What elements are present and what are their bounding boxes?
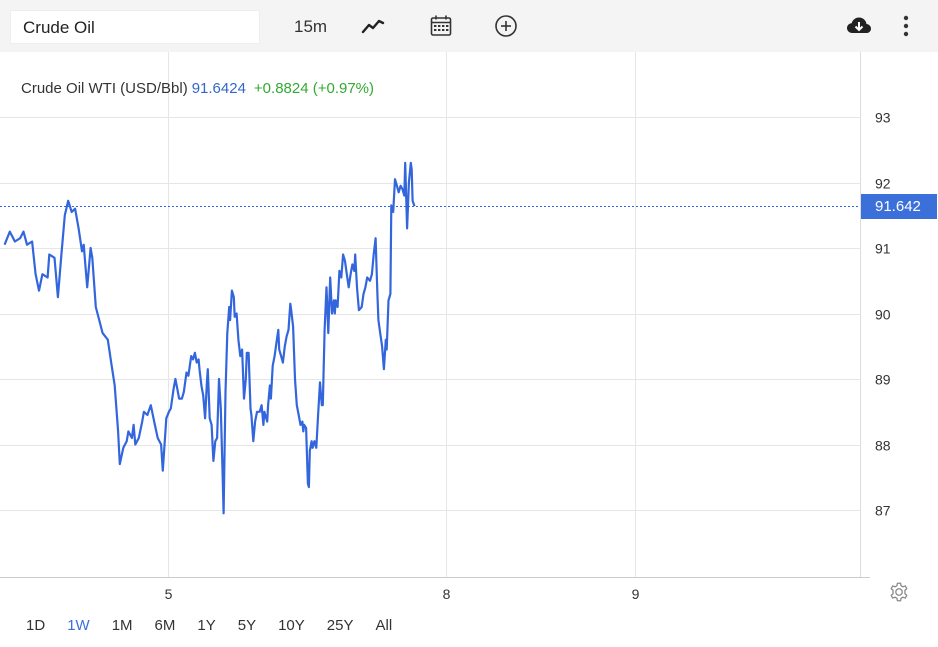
price-series-line xyxy=(3,161,416,515)
y-tick-label: 89 xyxy=(875,372,891,388)
instrument-name: Crude Oil WTI (USD/Bbl) xyxy=(21,80,188,97)
range-10y[interactable]: 10Y xyxy=(278,617,305,634)
y-axis: 87 88 89 90 91 92 93 xyxy=(875,110,891,519)
x-axis: 5 8 9 xyxy=(165,586,640,602)
current-price: 91.6424 xyxy=(191,80,246,97)
y-tick-label: 93 xyxy=(875,110,891,126)
range-1w[interactable]: 1W xyxy=(67,617,90,634)
range-1m[interactable]: 1M xyxy=(111,617,133,634)
y-tick-label: 87 xyxy=(875,503,891,519)
range-all[interactable]: All xyxy=(375,617,393,634)
chart-legend: Crude Oil WTI (USD/Bbl) 91.6424 +0.8824 (+… xyxy=(21,80,374,97)
line-chart-icon[interactable] xyxy=(359,12,387,40)
last-price-tag: 91.642 xyxy=(861,194,937,219)
add-circle-icon[interactable] xyxy=(492,12,520,40)
cloud-download-icon[interactable] xyxy=(845,12,873,40)
search-input[interactable]: Crude Oil xyxy=(10,10,260,44)
toolbar: Crude Oil 15m xyxy=(0,0,938,52)
range-1y[interactable]: 1Y xyxy=(197,617,216,634)
more-vertical-icon[interactable] xyxy=(892,12,920,40)
range-selector: 1D 1W 1M 6M 1Y 5Y 10Y 25Y All xyxy=(15,617,403,637)
y-tick-label: 88 xyxy=(875,438,891,454)
y-tick-label: 92 xyxy=(875,176,891,192)
interval-selector[interactable]: 15m xyxy=(294,17,328,36)
chart-grid xyxy=(0,52,870,578)
price-change: +0.8824 (+0.97%) xyxy=(253,80,375,97)
x-tick-label: 9 xyxy=(632,586,640,602)
calendar-icon[interactable] xyxy=(427,12,455,40)
range-6m[interactable]: 6M xyxy=(154,617,176,634)
range-25y[interactable]: 25Y xyxy=(326,617,354,634)
x-tick-label: 8 xyxy=(443,586,451,602)
x-tick-label: 5 xyxy=(165,586,173,602)
range-5y[interactable]: 5Y xyxy=(237,617,257,634)
y-tick-label: 91 xyxy=(875,241,891,257)
y-tick-label: 90 xyxy=(875,307,891,323)
gear-icon[interactable] xyxy=(888,581,910,603)
range-1d[interactable]: 1D xyxy=(26,617,46,634)
